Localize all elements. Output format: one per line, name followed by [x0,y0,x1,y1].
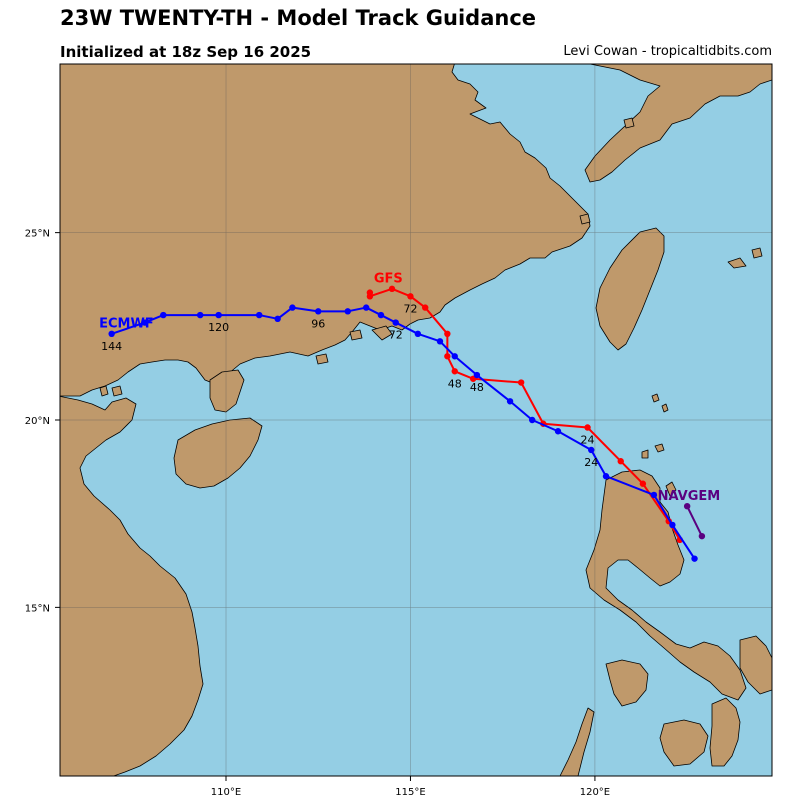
ecmwf-track-point [377,311,385,319]
ecmwf-track-point [344,308,351,315]
gfs-track-point [407,293,414,300]
navgem-track-point [683,502,691,510]
ecmwf-hour-label: 48 [470,381,484,394]
ecmwf-track-point [256,311,263,319]
navgem-model-label: NAVGEM [658,489,721,504]
y-tick-label: 15°N [25,603,50,614]
gfs-track-point [388,285,396,293]
ecmwf-hour-label: 72 [389,329,403,342]
init-time-subtitle: Initialized at 18z Sep 16 2025 [60,43,312,61]
ecmwf-track-point [414,330,422,338]
navgem-track-line [686,505,703,537]
hainan-island [173,417,263,489]
gfs-track-line [368,287,681,541]
small-islands [99,117,763,497]
ecmwf-track-point [196,311,204,319]
ecmwf-track-point [451,353,458,360]
leizhou-peninsula [209,369,245,413]
luzon-island [585,469,747,701]
ecmwf-track-point [315,308,322,315]
negros-cebu-islands [709,697,741,767]
ecmwf-track-point [274,315,281,323]
ecmwf-track-point [588,446,595,454]
ecmwf-track-point [554,428,562,435]
ecmwf-model-label: ECMWF [99,317,154,332]
y-tick-label: 20°N [25,416,50,427]
gfs-track-point [451,368,458,375]
mainland-east-coast-north [584,64,772,183]
ecmwf-hour-label: 96 [311,317,325,330]
gfs-track-point [444,330,451,338]
ecmwf-track-point [691,555,698,562]
gfs-track-point [422,304,429,311]
x-tick-label: 115°E [395,787,425,798]
ecmwf-track-point [108,330,115,338]
ecmwf-hour-label: 24 [584,456,598,469]
x-tick-label: 120°E [580,787,610,798]
ecmwf-hour-label: 120 [208,321,229,334]
ecmwf-track-point [362,304,370,311]
gfs-track-point [639,480,647,487]
samar-island [739,635,772,695]
gfs-hour-label: 24 [581,433,595,446]
ecmwf-track-point [669,521,676,529]
gfs-model-label: GFS [374,272,403,287]
ecmwf-track-point [506,398,514,405]
navgem-track-point [698,532,706,540]
ecmwf-track-point [650,491,658,499]
gfs-track-point [517,379,525,386]
gfs-track-point [617,458,624,465]
ecmwf-track-point [289,304,296,311]
ecmwf-track-point [392,319,399,326]
gfs-track-point [366,289,374,296]
taiwan-island [595,227,665,351]
page-title: 23W TWENTY-TH - Model Track Guidance [60,6,537,30]
ecmwf-track-point [436,338,444,345]
mindoro-island [605,659,649,707]
ecmwf-track-point [160,311,167,319]
ecmwf-track-point [215,311,222,319]
mainland-china-landmass [60,64,591,397]
map-frame [59,63,773,777]
palawan-island [559,707,595,776]
gfs-track-point [444,353,451,360]
ecmwf-track-point [473,371,481,379]
ecmwf-track-point [529,416,536,424]
x-tick-label: 110°E [211,787,241,798]
gfs-hour-label: 48 [448,377,462,390]
panay-island [659,719,709,767]
ecmwf-track-point [141,319,149,326]
y-tick-label: 25°N [25,229,50,240]
gfs-track-point [584,424,591,431]
ecmwf-track-point [602,473,610,480]
gfs-hour-label: 72 [403,302,417,315]
ecmwf-hour-label: 144 [101,340,122,353]
credit-text: Levi Cowan - tropicaltidbits.com [563,44,772,59]
indochina-landmass [60,395,204,776]
